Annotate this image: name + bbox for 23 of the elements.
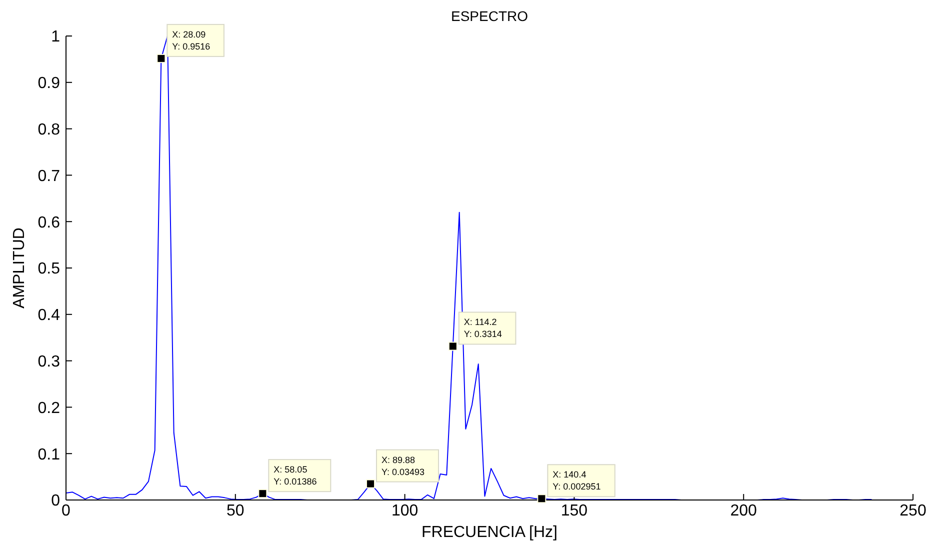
y-tick-label: 0.7: [38, 168, 60, 185]
annotation: X: 140.4 Y: 0.002951: [552, 470, 601, 492]
y-tick-label: 1: [51, 28, 60, 46]
x-tick-label: 250: [900, 502, 926, 520]
x-tick-label: 200: [730, 502, 758, 520]
y-tick-label: 0.3: [38, 353, 60, 370]
y-tick-label: 0.6: [38, 214, 60, 232]
x-tick-label: 100: [391, 502, 418, 520]
annotation: X: 58.05 Y: 0.01386: [274, 464, 317, 487]
y-tick-label: 0.5: [38, 260, 60, 278]
x-tick-label: 150: [560, 502, 588, 520]
annotation: X: 89.88 Y: 0.03493: [382, 454, 425, 477]
y-tick-label: 0.2: [38, 400, 60, 417]
x-tick-label: 50: [226, 502, 244, 520]
y-axis-title: AMPLITUD: [11, 228, 29, 308]
x-axis-title: FRECUENCIA [Hz]: [420, 524, 558, 542]
y-tick-label: 0.9: [38, 75, 60, 92]
annotation: X: 28.09 Y: 0.9516: [172, 29, 210, 52]
y-tick-label: 0.4: [38, 307, 60, 324]
y-tick-label: 0.8: [38, 121, 60, 138]
annotation: X: 114.2 Y: 0.3314: [464, 317, 502, 340]
y-tick-label: 0.1: [38, 446, 60, 464]
chart-title: ESPECTRO: [450, 8, 529, 24]
